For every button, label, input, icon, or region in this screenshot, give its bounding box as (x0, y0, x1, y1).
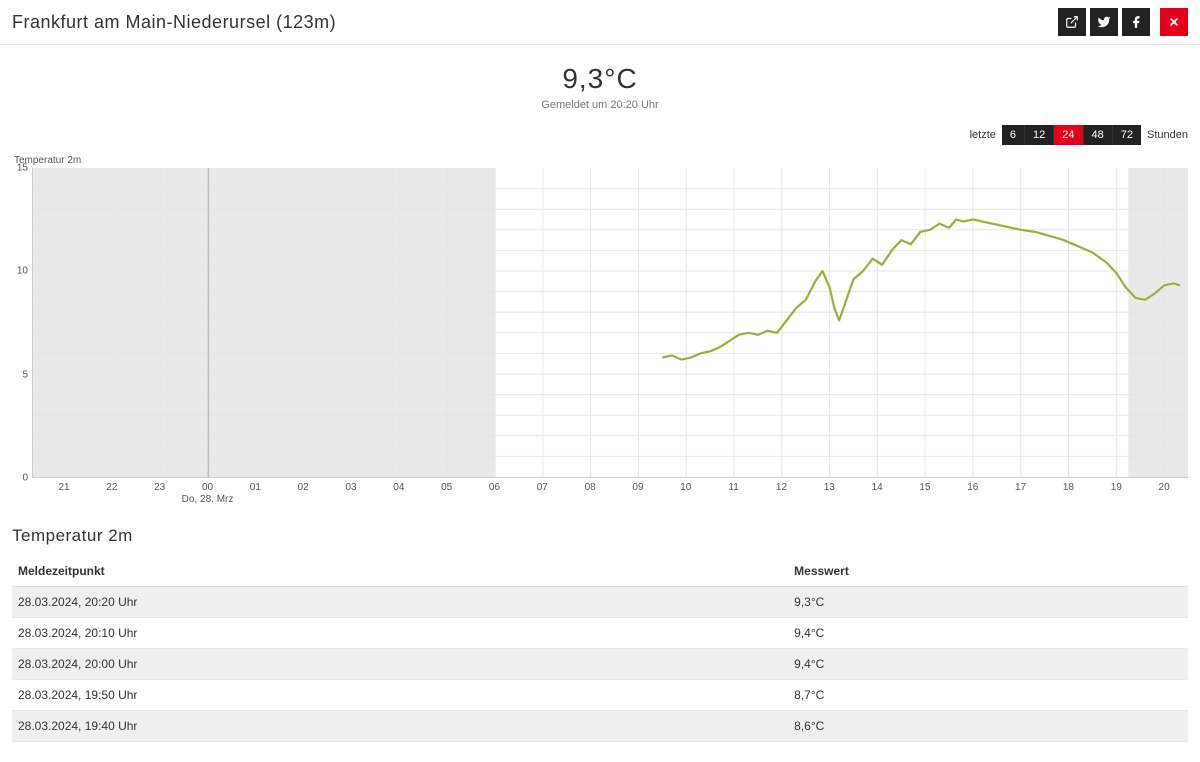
table-header: Meldezeitpunkt (12, 556, 788, 587)
x-tick-label: 03 (345, 482, 356, 493)
table-cell: 9,3°C (788, 587, 1188, 618)
x-tick-label: 20 (1159, 482, 1170, 493)
twitter-button[interactable] (1090, 8, 1118, 36)
range-btn-72[interactable]: 72 (1113, 125, 1141, 145)
x-tick-label: 23 (154, 482, 165, 493)
x-tick-label: 04 (393, 482, 404, 493)
x-tick-label: 01 (250, 482, 261, 493)
chart-section: Temperatur 2m 051015 2122230001020304050… (0, 151, 1200, 516)
table-row: 28.03.2024, 20:10 Uhr9,4°C (12, 618, 1188, 649)
range-selector: letzte 612244872 Stunden (0, 115, 1200, 151)
data-table: MeldezeitpunktMesswert 28.03.2024, 20:20… (12, 556, 1188, 742)
table-heading: Temperatur 2m (12, 526, 1188, 546)
table-cell: 9,4°C (788, 618, 1188, 649)
table-cell: 8,7°C (788, 680, 1188, 711)
x-tick-label: 11 (728, 482, 738, 493)
table-row: 28.03.2024, 20:20 Uhr9,3°C (12, 587, 1188, 618)
share-button[interactable] (1058, 8, 1086, 36)
y-axis: 051015 (12, 168, 32, 478)
x-tick-label: 05 (441, 482, 452, 493)
current-temp: 9,3°C (0, 63, 1200, 95)
y-tick-label: 0 (22, 473, 28, 484)
y-tick-label: 5 (22, 369, 28, 380)
x-tick-label: 08 (585, 482, 596, 493)
header: Frankfurt am Main-Niederursel (123m) (0, 0, 1200, 45)
range-btn-6[interactable]: 6 (1002, 125, 1025, 145)
x-axis: 21 22 23 00 01 02 03 04 05 06 07 08 09 10 11 12 13 14 15 16… (32, 478, 1188, 508)
x-tick-label: 18 (1063, 482, 1074, 493)
table-row: 28.03.2024, 19:50 Uhr8,7°C (12, 680, 1188, 711)
x-tick-label: 10 (680, 482, 691, 493)
header-buttons (1058, 8, 1188, 36)
table-header: Messwert (788, 556, 1188, 587)
x-tick-label: 13 (824, 482, 835, 493)
x-tick-label: 09 (632, 482, 643, 493)
page-title: Frankfurt am Main-Niederursel (123m) (12, 12, 336, 33)
x-tick-label: 21 (58, 482, 69, 493)
x-tick-label: 12 (776, 482, 787, 493)
x-tick-label: 06 (489, 482, 500, 493)
range-prefix: letzte (970, 129, 996, 141)
table-row: 28.03.2024, 20:00 Uhr9,4°C (12, 649, 1188, 680)
chart: 051015 (12, 168, 1188, 478)
current-subtitle: Gemeldet um 20:20 Uhr (0, 99, 1200, 111)
table-cell: 28.03.2024, 20:20 Uhr (12, 587, 788, 618)
range-btn-48[interactable]: 48 (1084, 125, 1113, 145)
close-button[interactable] (1160, 8, 1188, 36)
x-tick-label: 22 (106, 482, 117, 493)
table-row: 28.03.2024, 19:40 Uhr8,6°C (12, 711, 1188, 742)
table-section: Temperatur 2m MeldezeitpunktMesswert 28.… (0, 516, 1200, 762)
plot-area (32, 168, 1188, 478)
current-reading: 9,3°C Gemeldet um 20:20 Uhr (0, 45, 1200, 115)
table-cell: 28.03.2024, 20:00 Uhr (12, 649, 788, 680)
x-tick-label: 02 (298, 482, 309, 493)
range-btn-12[interactable]: 12 (1025, 125, 1054, 145)
chart-title: Temperatur 2m (14, 155, 1188, 166)
table-cell: 28.03.2024, 19:50 Uhr (12, 680, 788, 711)
range-suffix: Stunden (1147, 129, 1188, 141)
range-btn-24[interactable]: 24 (1054, 125, 1083, 145)
table-cell: 28.03.2024, 20:10 Uhr (12, 618, 788, 649)
y-tick-label: 10 (17, 266, 28, 277)
x-tick-label: 17 (1015, 482, 1026, 493)
table-cell: 9,4°C (788, 649, 1188, 680)
facebook-button[interactable] (1122, 8, 1150, 36)
x-tick-label: 16 (967, 482, 978, 493)
x-tick-label: 00 (202, 482, 213, 493)
table-cell: 8,6°C (788, 711, 1188, 742)
x-tick-label: 07 (537, 482, 548, 493)
x-tick-label: 19 (1111, 482, 1122, 493)
range-buttons: 612244872 (1002, 125, 1141, 145)
x-tick-label: 15 (919, 482, 930, 493)
x-date-label: Do, 28. Mrz (182, 494, 234, 505)
y-tick-label: 15 (17, 163, 28, 174)
table-cell: 28.03.2024, 19:40 Uhr (12, 711, 788, 742)
x-tick-label: 14 (872, 482, 883, 493)
